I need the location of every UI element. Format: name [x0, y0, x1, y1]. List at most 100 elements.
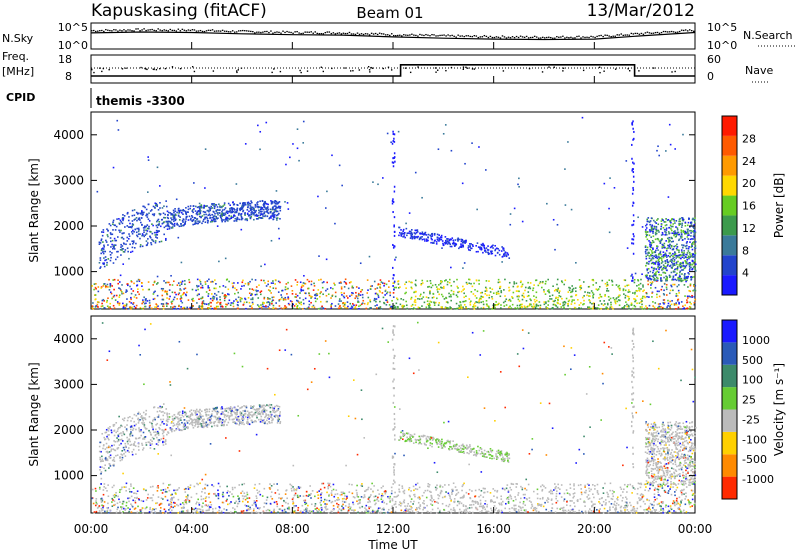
power_panel-cell — [589, 301, 592, 304]
noise-sky-mark — [312, 32, 314, 34]
velocity_panel-cell — [453, 500, 456, 503]
power_panel-cell — [544, 293, 547, 295]
power_panel-cell — [300, 301, 302, 304]
power_panel-cell — [225, 216, 228, 219]
power_panel-cell — [647, 278, 650, 281]
power_panel-cell — [284, 288, 287, 291]
power_panel-cell — [473, 308, 476, 310]
velocity_panel-cell — [477, 502, 479, 504]
power_panel-cell — [648, 234, 651, 237]
power_panel-cell — [155, 306, 158, 308]
power_panel-cell — [243, 201, 245, 204]
power_panel-cell — [676, 249, 679, 251]
velocity_panel-cell — [434, 500, 436, 503]
power_panel-cell — [159, 202, 161, 204]
nave-mark — [108, 68, 110, 71]
noise-sky-mark — [566, 36, 568, 38]
power_panel-cell — [692, 243, 694, 245]
power_panel-cell — [637, 216, 639, 219]
power_panel-cell — [172, 223, 174, 226]
power_panel-cell — [392, 277, 394, 280]
power_panel-cell — [665, 265, 667, 268]
nave-mark — [237, 69, 239, 71]
nave-mark — [299, 69, 301, 72]
power_panel-cell — [239, 297, 242, 299]
power_panel-cell — [397, 307, 399, 310]
velocity_panel-cell — [320, 511, 322, 513]
power_panel-cell — [124, 226, 126, 228]
power_panel-cell — [283, 298, 285, 301]
power_panel-cell — [541, 286, 543, 289]
power_panel-cell — [239, 300, 242, 303]
velocity_panel-cell — [284, 493, 287, 495]
power_panel-cell — [302, 302, 305, 305]
power_panel-cell — [212, 204, 214, 206]
power_panel-cell — [498, 249, 501, 252]
power_panel-cell — [639, 282, 642, 285]
power_panel-cell — [480, 295, 483, 298]
power_panel-cell — [393, 137, 395, 140]
velocity_panel-cell — [558, 488, 561, 491]
power_panel-cell — [347, 297, 349, 299]
power_panel-cell — [479, 248, 481, 250]
power_panel-cell — [662, 251, 665, 253]
power_panel-cell — [656, 279, 659, 282]
power_panel-cell — [215, 283, 217, 285]
power_panel-cell — [398, 226, 400, 229]
power_panel-cell — [529, 298, 532, 300]
power_panel-cell — [156, 304, 158, 306]
velocity_panel-cell — [676, 502, 679, 505]
noise-sky-mark — [578, 35, 580, 37]
noise-sky-mark — [606, 34, 608, 37]
power_panel-cell — [456, 296, 459, 298]
power_panel-cell — [522, 292, 525, 295]
power_panel-cell — [219, 296, 221, 298]
noise-sky-mark — [537, 37, 540, 39]
power_panel-cell — [157, 218, 160, 221]
power_panel-cell — [564, 279, 567, 282]
velocity_panel-cell — [276, 505, 279, 508]
power_panel-cell — [579, 288, 582, 291]
power_panel-cell — [128, 216, 130, 218]
power_panel-cell — [623, 306, 626, 309]
power_panel-cell — [567, 303, 569, 305]
noise-sky-mark — [660, 31, 663, 34]
power_panel-cell — [141, 282, 143, 285]
velocity_panel-cell — [650, 510, 652, 513]
power_panel-cell — [230, 302, 233, 304]
power_panel-cell — [543, 301, 546, 303]
power_panel-cell — [92, 302, 94, 304]
power_panel-cell — [193, 223, 196, 225]
power_panel-cell — [689, 264, 692, 266]
velocity_panel-cell — [662, 501, 664, 503]
power_panel-cell — [381, 282, 384, 284]
power_panel-cell — [137, 218, 140, 221]
power_panel-cell — [351, 303, 354, 305]
power_panel-cell — [652, 241, 655, 244]
power_panel-cell — [678, 278, 681, 280]
power_panel-cell — [588, 300, 591, 302]
power_panel-cell — [681, 244, 683, 246]
power_panel-cell — [685, 261, 688, 263]
power_panel-cell — [264, 202, 266, 204]
power_panel-cell — [535, 291, 538, 294]
power_panel-cell — [681, 256, 684, 259]
power_panel-cell — [308, 280, 310, 283]
power_panel-cell — [167, 214, 169, 216]
power_panel-cell — [588, 292, 591, 294]
velocity_panel-cell — [367, 510, 370, 513]
power_panel-cell — [661, 247, 664, 249]
power_panel-cell — [183, 210, 185, 212]
power_panel-cell — [135, 297, 138, 299]
power_panel-cell — [144, 206, 146, 209]
velocity_panel-cell — [234, 511, 237, 514]
power_panel-cell — [314, 297, 317, 300]
velocity_panel-cell — [118, 491, 121, 494]
power_panel-cell — [646, 254, 649, 256]
power_panel-cell — [107, 297, 109, 300]
velocity_panel-cell — [122, 511, 124, 513]
velocity_panel-cell — [510, 488, 513, 491]
power_panel-cell — [580, 284, 582, 287]
power_panel-colorbar-segment — [722, 215, 737, 236]
power_panel-cell — [181, 224, 183, 227]
